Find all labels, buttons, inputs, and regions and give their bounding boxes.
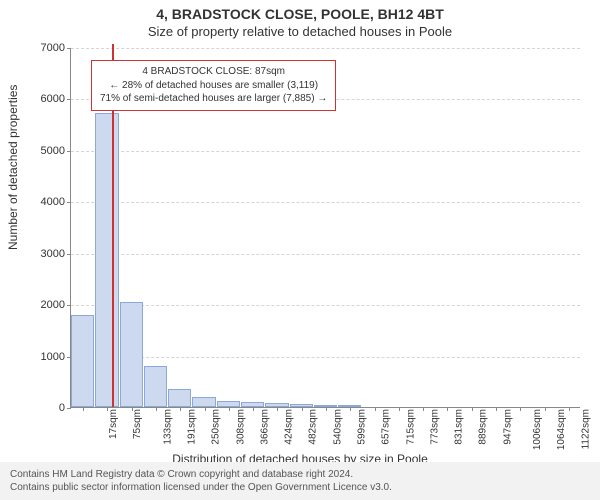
x-tick-mark (447, 407, 448, 411)
y-tick-mark (67, 48, 71, 49)
x-tick-label: 831sqm (454, 409, 465, 445)
y-tick-mark (67, 254, 71, 255)
x-tick-label: 715sqm (405, 409, 416, 445)
footer: Contains HM Land Registry data © Crown c… (0, 462, 600, 500)
y-tick-label: 1000 (41, 351, 65, 363)
x-tick-mark (180, 407, 181, 411)
x-tick-mark (277, 407, 278, 411)
x-tick-mark (302, 407, 303, 411)
y-tick-label: 2000 (41, 299, 65, 311)
gridline (71, 48, 580, 49)
y-tick-mark (67, 202, 71, 203)
y-tick-label: 7000 (41, 42, 65, 54)
annotation-box: 4 BRADSTOCK CLOSE: 87sqm ← 28% of detach… (91, 60, 336, 111)
chart-figure: 4, BRADSTOCK CLOSE, POOLE, BH12 4BT Size… (0, 0, 600, 500)
x-tick-label: 657sqm (381, 409, 392, 445)
x-tick-label: 191sqm (187, 409, 198, 445)
x-tick-mark (205, 407, 206, 411)
x-tick-label: 599sqm (357, 409, 368, 445)
x-tick-mark (229, 407, 230, 411)
y-tick-label: 6000 (41, 93, 65, 105)
y-axis-label: Number of detached properties (6, 85, 20, 250)
footer-line1: Contains HM Land Registry data © Crown c… (10, 468, 590, 481)
x-tick-mark (350, 407, 351, 411)
histogram-bar (95, 113, 118, 407)
x-tick-label: 540sqm (332, 409, 343, 445)
x-tick-label: 133sqm (162, 409, 173, 445)
x-tick-label: 424sqm (284, 409, 295, 445)
histogram-bar (144, 366, 167, 407)
x-tick-mark (423, 407, 424, 411)
x-tick-label: 1064sqm (556, 409, 567, 450)
y-tick-mark (67, 151, 71, 152)
x-tick-mark (472, 407, 473, 411)
annotation-line3: 71% of semi-detached houses are larger (… (100, 92, 327, 106)
chart-title: 4, BRADSTOCK CLOSE, POOLE, BH12 4BT (0, 0, 600, 22)
annotation-line1: 4 BRADSTOCK CLOSE: 87sqm (100, 65, 327, 79)
annotation-line2: ← 28% of detached houses are smaller (3,… (100, 79, 327, 93)
x-tick-label: 889sqm (478, 409, 489, 445)
x-tick-label: 75sqm (132, 409, 143, 439)
plot-area: 4 BRADSTOCK CLOSE: 87sqm ← 28% of detach… (70, 48, 580, 408)
gridline (71, 305, 580, 306)
x-tick-label: 250sqm (211, 409, 222, 445)
x-tick-label: 366sqm (259, 409, 270, 445)
histogram-bar (71, 315, 94, 407)
x-tick-mark (326, 407, 327, 411)
y-tick-mark (67, 408, 71, 409)
x-tick-label: 1006sqm (532, 409, 543, 450)
x-tick-mark (545, 407, 546, 411)
y-tick-label: 5000 (41, 145, 65, 157)
y-tick-label: 4000 (41, 196, 65, 208)
y-tick-mark (67, 99, 71, 100)
footer-line2: Contains public sector information licen… (10, 481, 590, 494)
x-tick-mark (107, 407, 108, 411)
gridline (71, 202, 580, 203)
gridline (71, 357, 580, 358)
y-tick-mark (67, 305, 71, 306)
x-tick-mark (132, 407, 133, 411)
y-tick-label: 0 (59, 402, 65, 414)
x-tick-mark (496, 407, 497, 411)
histogram-bar (120, 302, 143, 407)
x-tick-label: 1122sqm (580, 409, 591, 449)
x-tick-mark (253, 407, 254, 411)
histogram-bar (192, 397, 215, 407)
x-tick-label: 17sqm (108, 409, 119, 439)
x-tick-mark (399, 407, 400, 411)
x-tick-mark (156, 407, 157, 411)
gridline (71, 254, 580, 255)
x-tick-label: 482sqm (308, 409, 319, 445)
histogram-bar (168, 389, 191, 408)
x-tick-mark (569, 407, 570, 411)
chart-subtitle: Size of property relative to detached ho… (0, 22, 600, 39)
x-tick-label: 308sqm (235, 409, 246, 445)
x-tick-label: 773sqm (429, 409, 440, 445)
x-tick-mark (83, 407, 84, 411)
x-tick-mark (375, 407, 376, 411)
gridline (71, 151, 580, 152)
x-tick-mark (520, 407, 521, 411)
x-tick-label: 947sqm (502, 409, 513, 445)
y-tick-label: 3000 (41, 248, 65, 260)
